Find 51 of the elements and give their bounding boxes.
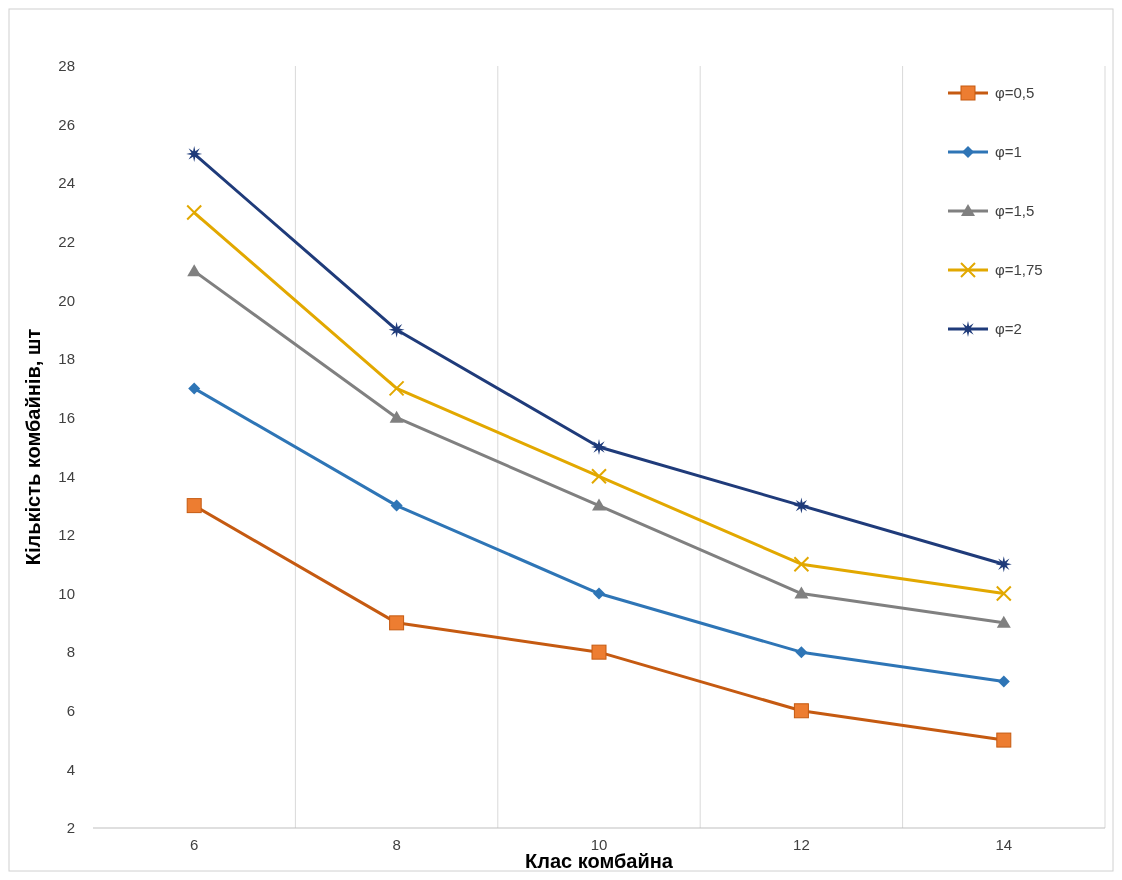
point [186,498,202,514]
y-tick-label: 8 [66,643,75,661]
point [591,468,607,485]
point [388,380,405,397]
point [389,615,405,631]
point [389,410,404,423]
y-tick-label: 10 [58,584,75,602]
point [187,264,202,277]
y-tick-label: 28 [58,57,75,75]
y-tick-label: 20 [58,291,75,309]
x-tick-label: 10 [590,836,608,853]
point [997,675,1010,688]
point [794,586,809,599]
y-tick-label: 26 [58,115,75,133]
x-axis-title: Клас комбайна [525,850,674,872]
point [591,439,607,455]
point [795,646,808,659]
point [995,556,1012,573]
y-tick-label: 16 [58,408,75,426]
point [793,497,810,514]
point [592,498,606,511]
point [593,587,605,600]
point [995,585,1012,602]
legend-label: φ=1 [995,143,1022,161]
legend-label: φ=1,75 [995,261,1043,279]
point [591,644,607,660]
x-tick-label: 6 [190,836,199,853]
point [793,556,810,573]
point [390,499,403,512]
point [793,703,809,719]
y-tick-label: 18 [58,350,75,368]
y-tick-label: 4 [66,760,75,778]
legend-label: φ=2 [995,320,1022,338]
point [996,615,1011,628]
x-tick-label: 14 [995,836,1013,853]
point [188,382,201,395]
legend-label: φ=0,5 [995,84,1035,102]
y-tick-label: 2 [66,819,75,837]
point [186,145,203,162]
y-axis-title: Кількість комбайнів, шт [22,328,44,566]
y-tick-label: 14 [58,467,75,485]
legend-label: φ=1,5 [995,202,1035,220]
x-tick-label: 8 [392,836,401,853]
point [186,204,203,221]
point [388,321,405,338]
y-tick-label: 6 [66,702,75,720]
y-tick-label: 24 [58,174,75,192]
point [996,732,1012,748]
x-tick-label: 12 [793,836,810,853]
y-tick-label: 22 [58,233,75,251]
y-tick-label: 12 [58,526,75,544]
